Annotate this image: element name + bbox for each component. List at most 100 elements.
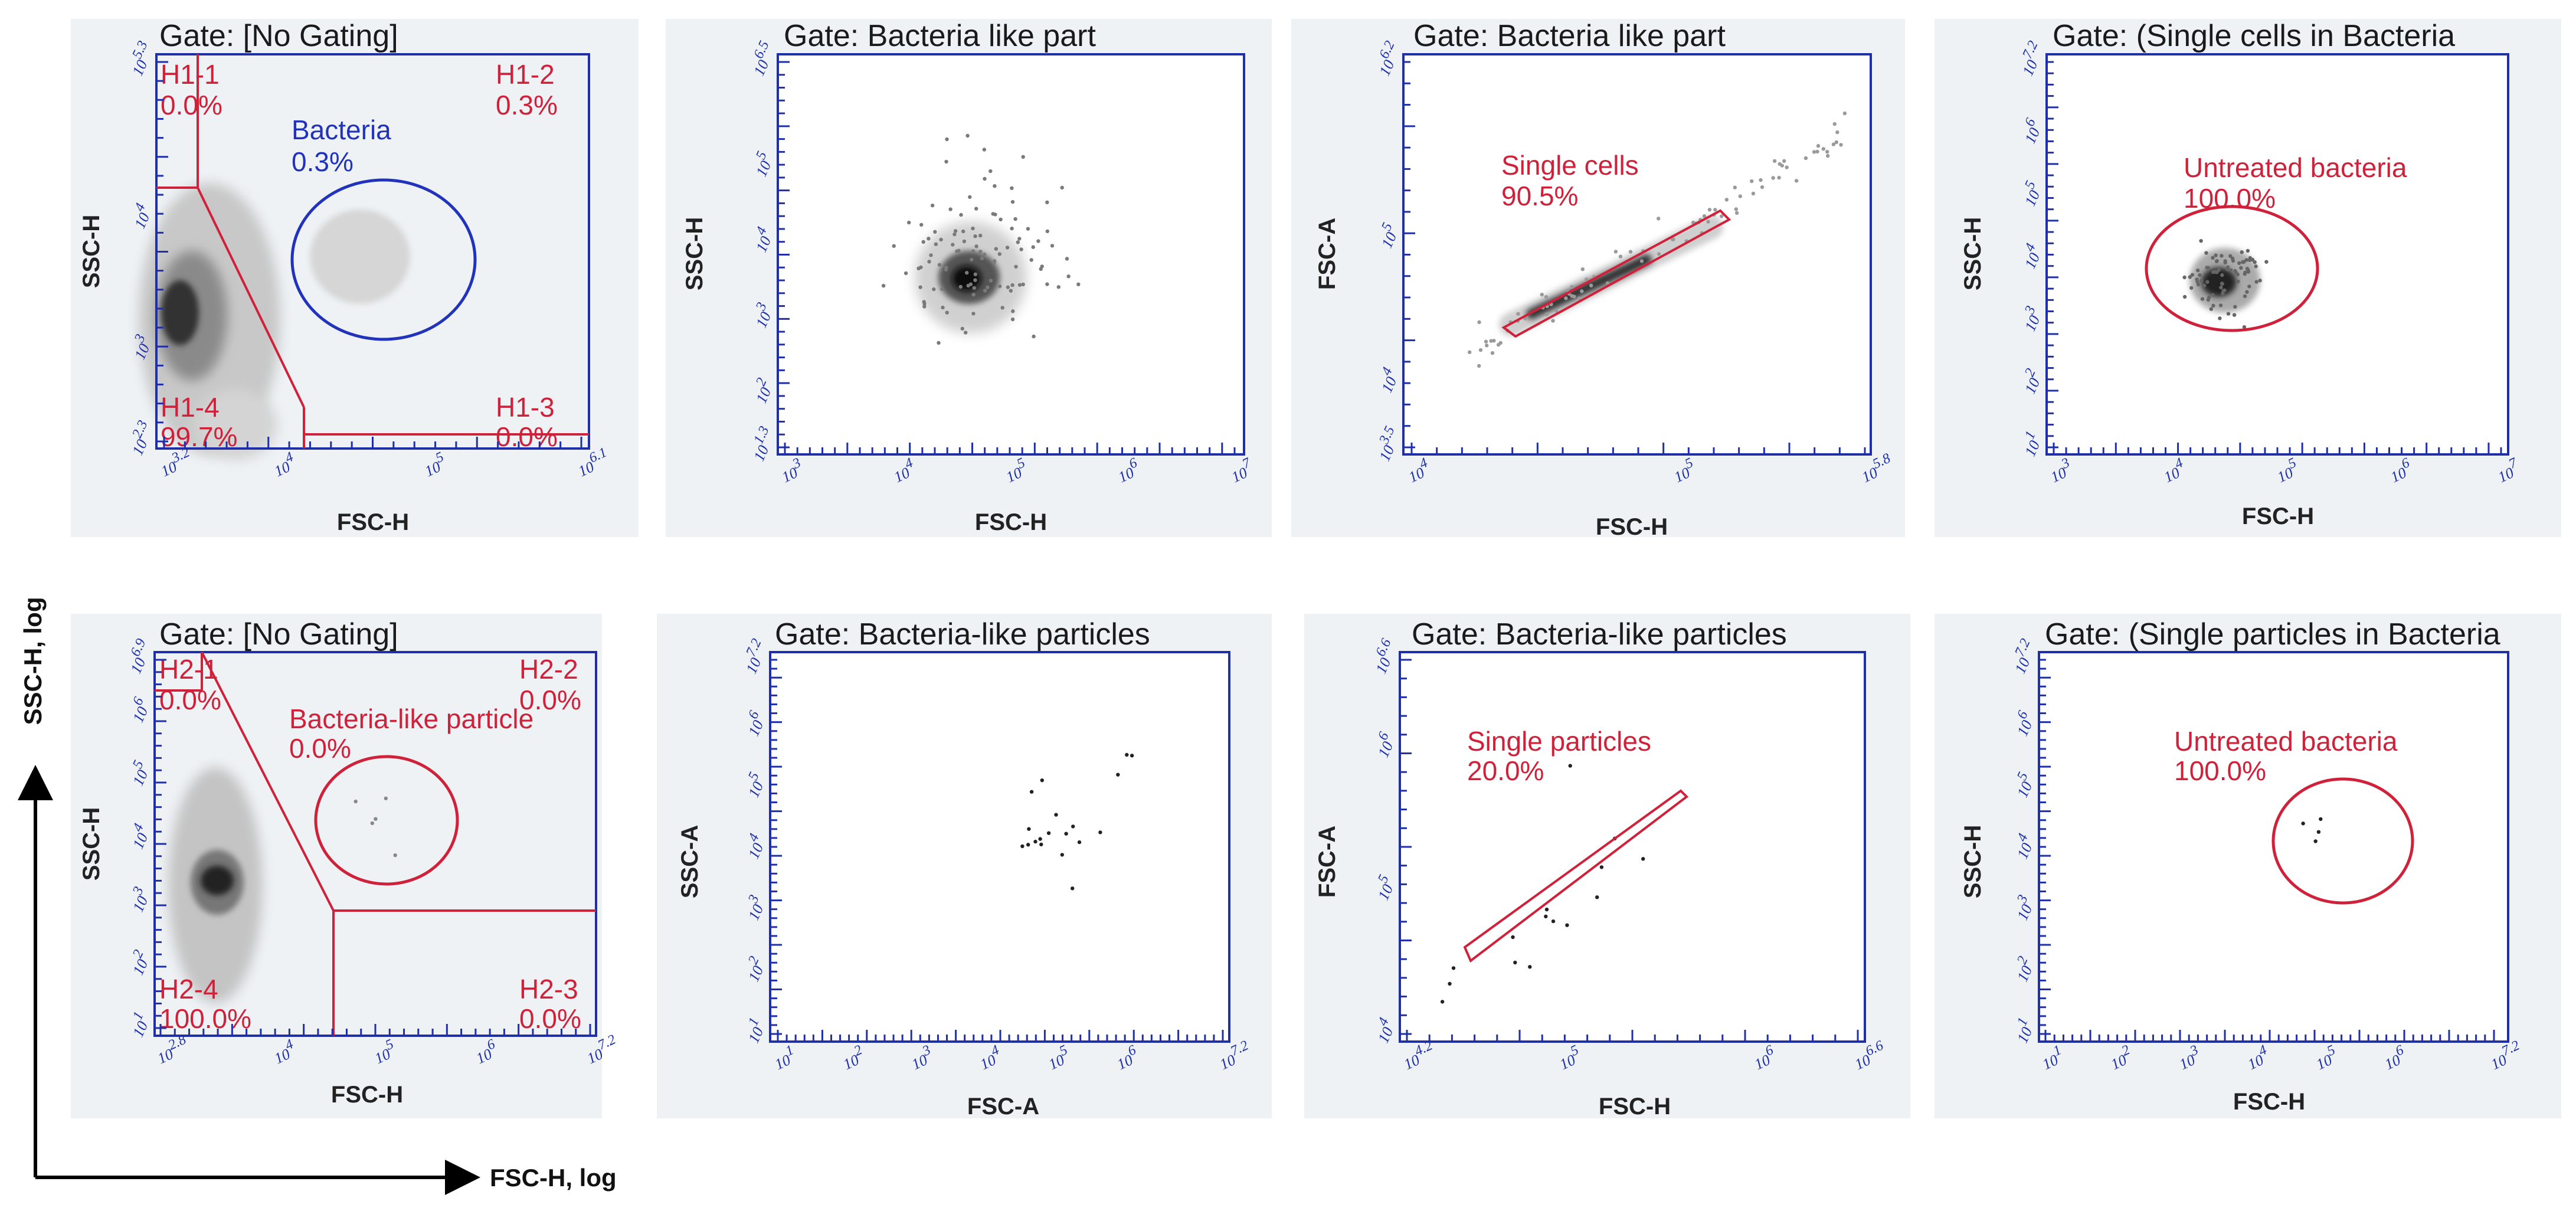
panel-8-y-axis-label: SSC-H [1960, 825, 1986, 898]
event-dot [1468, 350, 1472, 354]
event-dot [1803, 156, 1808, 161]
panel-5-title: Gate: [No Gating] [159, 617, 398, 652]
event-dot [953, 232, 957, 237]
event-dot [2218, 303, 2223, 307]
panel-4: Gate: (Single cells in Bacteria Untreate… [1935, 19, 2561, 537]
event-dot [964, 330, 968, 335]
panel-1-quad-value: 0.0% [496, 421, 558, 452]
event-dot [1031, 245, 1035, 249]
event-dot [1713, 208, 1717, 212]
event-dot [2247, 284, 2251, 289]
event-dot [918, 285, 922, 289]
event-dot [1451, 966, 1456, 970]
panel-1-quad-label: H1-4 [161, 392, 220, 423]
event-dot [1027, 827, 1031, 831]
event-dot [1009, 289, 1013, 293]
event-dot [1490, 351, 1495, 355]
event-dot [2219, 285, 2223, 290]
event-dot [1065, 257, 1069, 261]
event-dot [971, 249, 976, 253]
event-dot [1568, 764, 1572, 768]
panel-6: Gate: Bacteria-like particles FSC-A SSC-… [657, 614, 1272, 1120]
event-dot [1021, 282, 1025, 287]
event-dot [2182, 294, 2187, 299]
event-dot [955, 249, 959, 253]
event-dot [1580, 267, 1585, 271]
event-dot [1551, 919, 1556, 924]
event-dot [2182, 275, 2187, 280]
event-dot [960, 326, 965, 331]
panel-1-quad-label: H1-2 [496, 59, 555, 90]
panel-7-single-particles-gate [1463, 789, 1689, 963]
event-dot [1544, 914, 1548, 919]
event-dot [2225, 267, 2230, 271]
panel-3: Gate: Bacteria like part Single cells 90… [1291, 19, 1905, 540]
event-dot [1071, 886, 1075, 891]
event-dot [1045, 282, 1049, 286]
event-dot [2211, 303, 2215, 308]
event-dot [1706, 220, 1710, 224]
event-dot [2264, 260, 2269, 264]
event-dot [1528, 965, 1532, 969]
event-dot [2205, 280, 2210, 284]
event-dot [930, 204, 935, 208]
event-dot [904, 271, 908, 276]
event-dot [1812, 150, 1816, 154]
panel-2-x-axis-label: FSC-H [975, 509, 1047, 535]
panel-4-x-axis-label: FSC-H [2242, 503, 2314, 529]
panel-1-quad-value: 99.7% [161, 421, 237, 452]
panel-5-quad-value: 0.0% [159, 685, 221, 715]
event-dot [2246, 268, 2250, 272]
event-dot [2228, 254, 2233, 258]
event-dot [2200, 297, 2205, 301]
event-dot [2242, 325, 2247, 329]
event-dot [932, 287, 936, 292]
panel-7-gate-value: 20.0% [1467, 755, 1544, 786]
panel-4-events [2182, 239, 2269, 329]
event-dot [1816, 144, 1821, 148]
event-dot [1738, 194, 1742, 198]
event-dot [1760, 185, 1765, 189]
panel-1: Gate: [No Gating] H1-1 0.0% H1-2 0.3% H1… [71, 19, 639, 537]
event-dot [2241, 260, 2245, 264]
panel-8: Gate: (Single particles in Bacteria Untr… [1935, 614, 2561, 1118]
event-dot [1038, 837, 1042, 841]
panel-5-gate-value: 0.0% [289, 733, 351, 764]
event-dot [1657, 217, 1661, 221]
panel-8-x-axis-label: FSC-H [2233, 1089, 2305, 1115]
event-dot [1825, 150, 1829, 154]
panel-1-x-axis-label: FSC-H [337, 509, 409, 535]
panel-8-events [2301, 817, 2323, 843]
event-dot [1060, 853, 1065, 857]
event-dot [937, 263, 942, 267]
event-dot [933, 230, 937, 234]
event-dot [1478, 348, 1483, 352]
event-dot [945, 137, 949, 142]
event-dot [934, 242, 938, 246]
event-dot [1544, 312, 1549, 316]
event-dot [1839, 143, 1843, 147]
global-axes: SSC-H, log FSC-H, log [17, 597, 617, 1195]
event-dot [1778, 162, 1782, 166]
event-dot [991, 212, 995, 216]
panel-4-y-axis-label: SSC-H [1960, 217, 1986, 290]
event-dot [892, 244, 896, 248]
event-dot [1580, 289, 1584, 293]
event-dot [2319, 817, 2323, 821]
event-dot [1570, 284, 1574, 289]
event-dot [1496, 343, 1501, 347]
event-dot [374, 817, 378, 821]
event-dot [1017, 283, 1022, 287]
panel-7-plot-frame [1399, 651, 1866, 1043]
event-dot [2243, 294, 2247, 299]
panel-1-title: Gate: [No Gating] [159, 19, 398, 53]
event-dot [1020, 844, 1024, 849]
event-dot [937, 341, 941, 345]
event-dot [1017, 237, 1022, 241]
event-dot [1826, 154, 1830, 158]
panel-6-title: Gate: Bacteria-like particles [775, 617, 1150, 652]
event-dot [971, 293, 976, 297]
event-dot [1011, 309, 1015, 313]
event-dot [1000, 306, 1004, 310]
event-dot [2236, 279, 2240, 283]
